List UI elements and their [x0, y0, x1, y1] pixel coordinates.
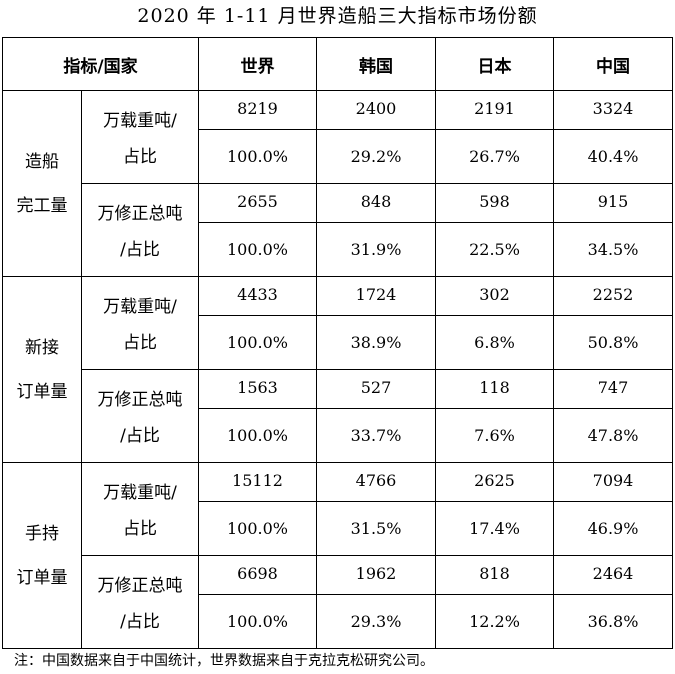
metric-cell: 万修正总吨/占比 [81, 369, 199, 463]
value-cell-korea: 2400 [316, 89, 436, 131]
category-label: 手持 [25, 523, 59, 544]
metric-cell: 万载重吨/占比 [81, 462, 199, 556]
metric-cell: 万修正总吨/占比 [81, 555, 199, 649]
market-share-table: 指标/国家 世界 韩国 日本 中国 造船 完工量 万载重吨/占比 8219 2400 21… [2, 37, 673, 649]
value-cell-china: 915 [553, 182, 673, 224]
metric-label: 万载重吨/ [103, 111, 177, 131]
value-cell-korea: 1962 [316, 554, 436, 596]
table-row: 新接 订单量 万载重吨/占比 4433 1724 302 2252 [2, 275, 673, 463]
metric-cell: 万修正总吨/占比 [81, 183, 199, 277]
value-cell-korea: 1724 [316, 275, 436, 317]
share-cell-world: 100.0% [198, 594, 317, 649]
share-cell-china: 46.9% [553, 501, 673, 556]
metric-label: 万载重吨/ [103, 483, 177, 503]
share-cell-japan: 26.7% [435, 129, 554, 184]
table-row: 手持 订单量 万载重吨/占比 15112 4766 2625 7094 [2, 461, 673, 649]
share-cell-world: 100.0% [198, 129, 317, 184]
category-cell: 手持 订单量 [2, 462, 82, 649]
metric-label: 占比 [123, 147, 157, 167]
category-label: 造船 [25, 151, 59, 172]
metric-label: 万修正总吨 [97, 204, 183, 224]
category-label: 新接 [25, 337, 59, 358]
metric-cell: 万载重吨/占比 [81, 276, 199, 370]
value-cell-china: 7094 [553, 461, 673, 503]
metric-label: /占比 [120, 426, 160, 446]
metric-label: 万修正总吨 [97, 390, 183, 410]
table-row: 100.0% 38.9% 6.8% 50.8% [3, 315, 673, 370]
value-cell-china: 3324 [553, 89, 673, 131]
table-row: 100.0% 33.7% 7.6% 47.8% [3, 408, 673, 463]
footnote: 注：中国数据来自于中国统计，世界数据来自于克拉克松研究公司。 [14, 653, 434, 669]
value-cell-world: 8219 [198, 89, 317, 131]
header-country-china: 中国 [553, 37, 673, 91]
header-country-korea: 韩国 [316, 37, 436, 91]
value-cell-world: 1563 [198, 368, 317, 410]
table-row: 100.0% 29.2% 26.7% 40.4% [3, 129, 673, 184]
category-cell: 造船 完工量 [2, 90, 82, 277]
table-row: 100.0% 31.5% 17.4% 46.9% [3, 501, 673, 556]
category-label: 完工量 [16, 195, 68, 216]
value-cell-japan: 118 [435, 368, 554, 410]
header-country-japan: 日本 [435, 37, 554, 91]
header-country-world: 世界 [198, 37, 317, 91]
table-row: 万修正总吨/占比 1563 527 118 747 [3, 368, 673, 463]
value-cell-korea: 848 [316, 182, 436, 224]
share-cell-japan: 22.5% [435, 222, 554, 277]
value-cell-world: 6698 [198, 554, 317, 596]
share-cell-korea: 38.9% [316, 315, 436, 370]
share-cell-korea: 29.3% [316, 594, 436, 649]
value-cell-world: 2655 [198, 182, 317, 224]
value-cell-korea: 4766 [316, 461, 436, 503]
share-cell-japan: 6.8% [435, 315, 554, 370]
table-row: 万修正总吨/占比 6698 1962 818 2464 [3, 554, 673, 649]
value-cell-world: 4433 [198, 275, 317, 317]
value-cell-japan: 818 [435, 554, 554, 596]
table-row: 100.0% 29.3% 12.2% 36.8% [3, 594, 673, 649]
header-corner: 指标/国家 [2, 37, 199, 91]
share-cell-china: 50.8% [553, 315, 673, 370]
value-cell-china: 2464 [553, 554, 673, 596]
value-cell-japan: 302 [435, 275, 554, 317]
category-label: 订单量 [16, 381, 68, 402]
metric-label: 占比 [123, 519, 157, 539]
share-cell-japan: 7.6% [435, 408, 554, 463]
share-cell-china: 47.8% [553, 408, 673, 463]
share-cell-china: 40.4% [553, 129, 673, 184]
share-cell-china: 34.5% [553, 222, 673, 277]
metric-label: /占比 [120, 240, 160, 260]
table-row: 100.0% 31.9% 22.5% 34.5% [3, 222, 673, 277]
metric-label: 占比 [123, 333, 157, 353]
table-row: 造船 完工量 万载重吨/占比 8219 2400 2191 3324 [2, 89, 673, 277]
share-cell-world: 100.0% [198, 501, 317, 556]
table-title: 2020 年 1-11 月世界造船三大指标市场份额 [137, 5, 538, 27]
category-label: 订单量 [16, 567, 68, 588]
value-cell-china: 2252 [553, 275, 673, 317]
share-cell-korea: 33.7% [316, 408, 436, 463]
value-cell-japan: 2625 [435, 461, 554, 503]
value-cell-world: 15112 [198, 461, 317, 503]
metric-cell: 万载重吨/占比 [81, 90, 199, 184]
metric-label: 万修正总吨 [97, 576, 183, 596]
share-cell-japan: 17.4% [435, 501, 554, 556]
share-cell-world: 100.0% [198, 222, 317, 277]
share-cell-china: 36.8% [553, 594, 673, 649]
share-cell-world: 100.0% [198, 408, 317, 463]
share-cell-world: 100.0% [198, 315, 317, 370]
share-cell-korea: 31.5% [316, 501, 436, 556]
share-cell-korea: 31.9% [316, 222, 436, 277]
metric-label: /占比 [120, 612, 160, 632]
value-cell-japan: 2191 [435, 89, 554, 131]
category-cell: 新接 订单量 [2, 276, 82, 463]
value-cell-korea: 527 [316, 368, 436, 410]
value-cell-japan: 598 [435, 182, 554, 224]
share-cell-korea: 29.2% [316, 129, 436, 184]
share-cell-japan: 12.2% [435, 594, 554, 649]
table-row: 万修正总吨/占比 2655 848 598 915 [3, 182, 673, 277]
header-row: 指标/国家 世界 韩国 日本 中国 [2, 37, 673, 91]
metric-label: 万载重吨/ [103, 297, 177, 317]
value-cell-china: 747 [553, 368, 673, 410]
